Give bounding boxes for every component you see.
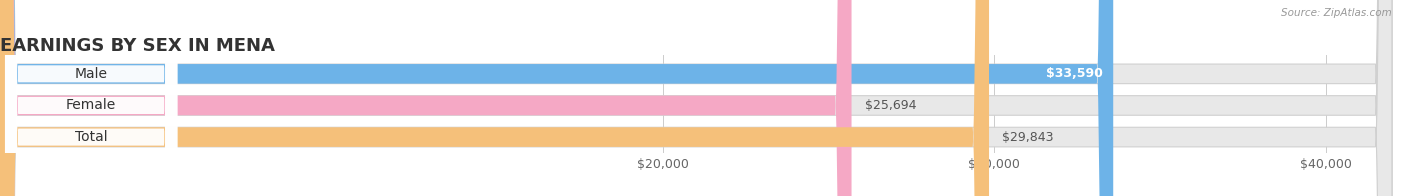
FancyBboxPatch shape: [6, 0, 177, 196]
Text: Male: Male: [75, 67, 108, 81]
Text: $25,694: $25,694: [865, 99, 917, 112]
Text: Female: Female: [66, 98, 117, 113]
Text: $29,843: $29,843: [1002, 131, 1053, 144]
Text: $33,590: $33,590: [1046, 67, 1104, 80]
Text: EARNINGS BY SEX IN MENA: EARNINGS BY SEX IN MENA: [0, 37, 276, 55]
FancyBboxPatch shape: [0, 0, 852, 196]
Text: Total: Total: [75, 130, 107, 144]
FancyBboxPatch shape: [0, 0, 1114, 196]
FancyBboxPatch shape: [6, 0, 177, 196]
FancyBboxPatch shape: [6, 0, 177, 196]
Text: Source: ZipAtlas.com: Source: ZipAtlas.com: [1281, 8, 1392, 18]
FancyBboxPatch shape: [0, 0, 988, 196]
